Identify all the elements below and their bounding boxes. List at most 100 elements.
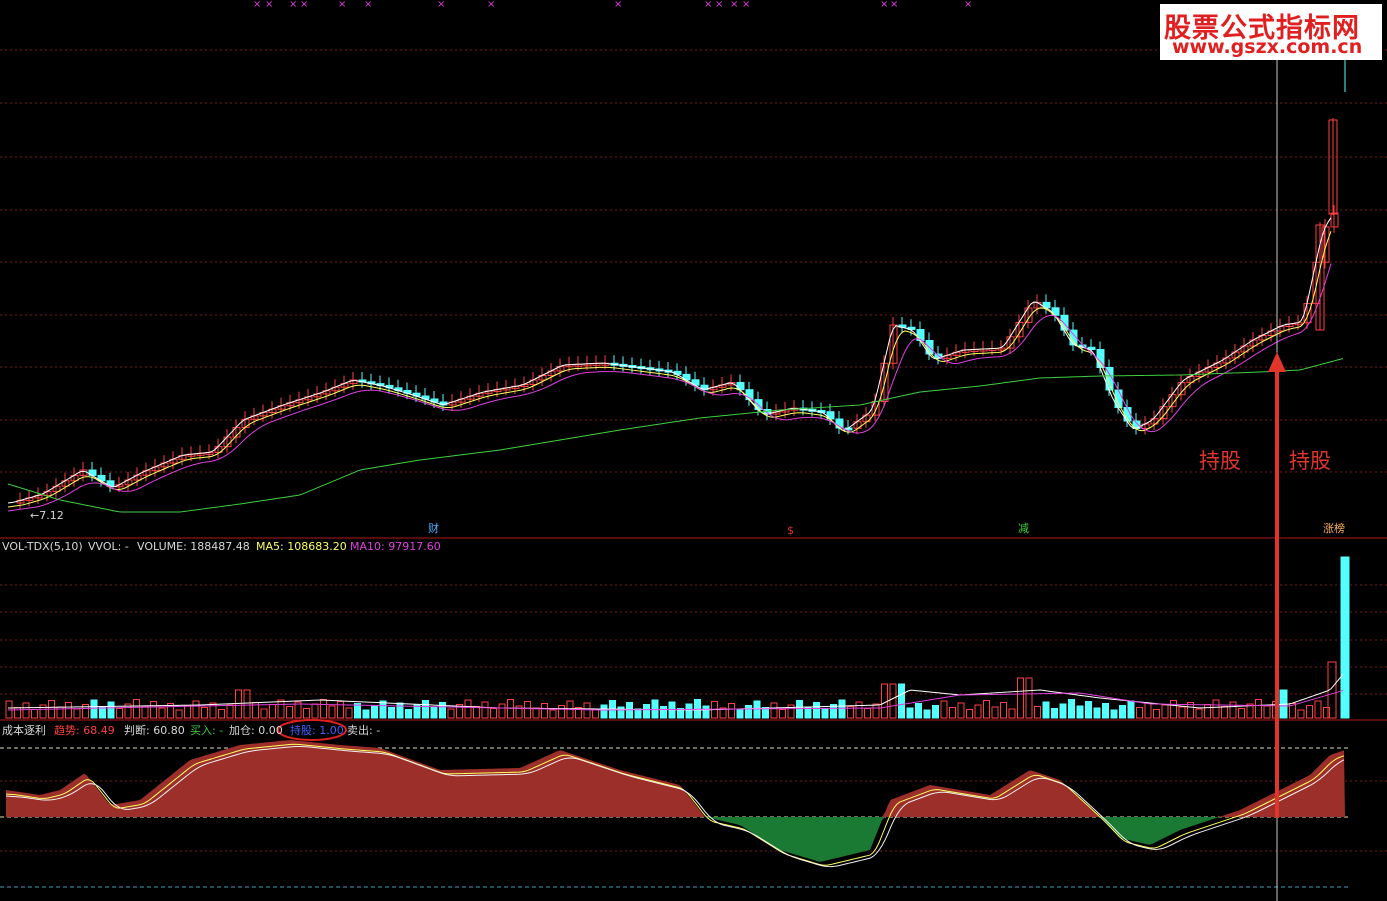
volume-bar bbox=[379, 700, 387, 719]
volume-bar bbox=[413, 704, 421, 719]
volume-bar bbox=[430, 706, 438, 719]
volume-bar bbox=[1076, 705, 1084, 719]
volume-bar bbox=[1127, 700, 1135, 719]
candle-body bbox=[1315, 224, 1325, 331]
volume-bar bbox=[260, 708, 268, 719]
volume-bar bbox=[337, 701, 344, 719]
volume-bar bbox=[974, 704, 982, 719]
event-marker-dividend[interactable]: $ bbox=[787, 524, 794, 537]
volume-bar bbox=[796, 700, 803, 719]
volume-bar bbox=[175, 709, 183, 719]
volume-bar bbox=[286, 706, 293, 719]
volume-bar bbox=[107, 701, 115, 719]
volume-bar bbox=[439, 702, 446, 719]
event-cross-marker: × bbox=[742, 0, 750, 10]
volume-bar bbox=[320, 699, 327, 719]
volume-bar bbox=[677, 708, 684, 719]
vvol-label: VVOL: - bbox=[88, 540, 129, 553]
candle-body bbox=[997, 347, 1006, 351]
volume-bar bbox=[991, 706, 999, 719]
event-marker-reduce[interactable]: 减 bbox=[1018, 522, 1029, 535]
volume-bar bbox=[719, 707, 727, 719]
volume-bar bbox=[1034, 706, 1041, 719]
event-cross-marker: × bbox=[364, 0, 372, 10]
volume-bar bbox=[464, 699, 472, 719]
buy-value: 买入: - bbox=[190, 724, 224, 737]
low-price-marker: ←7.12 bbox=[30, 509, 64, 522]
volume-bar bbox=[269, 704, 276, 719]
volume-bar bbox=[762, 707, 769, 719]
candle-body bbox=[1069, 329, 1078, 346]
event-cross-marker: × bbox=[880, 0, 888, 10]
volume-bar bbox=[1327, 661, 1337, 719]
event-cross-marker: × bbox=[730, 0, 738, 10]
volume-bar bbox=[685, 703, 693, 719]
volume-bar bbox=[1136, 707, 1143, 719]
event-marker-limit-up[interactable]: 涨榜 bbox=[1323, 522, 1345, 535]
event-cross-marker: × bbox=[300, 0, 308, 10]
volume-bar bbox=[1042, 701, 1050, 719]
event-marker-finance[interactable]: 财 bbox=[428, 522, 439, 535]
volume-bar bbox=[328, 705, 336, 719]
volume-bar bbox=[923, 709, 931, 719]
volume-bar bbox=[813, 702, 820, 719]
volume-bar bbox=[1017, 677, 1024, 719]
vol-ma10-line bbox=[7, 690, 1344, 711]
volume-bar bbox=[583, 702, 591, 719]
candle-body bbox=[736, 382, 745, 391]
volume-bar bbox=[1110, 709, 1118, 719]
volume-bar bbox=[192, 700, 200, 719]
event-cross-marker: × bbox=[614, 0, 622, 10]
hold-annotation-1: 持股 bbox=[1199, 449, 1241, 473]
volume-bar bbox=[779, 709, 786, 719]
indicator-signal-line bbox=[5, 743, 1345, 866]
volume-bar bbox=[600, 704, 608, 719]
volume-bar bbox=[940, 700, 948, 719]
site-watermark-logo: 股票公式指标网 www.gszx.com.cn bbox=[1160, 4, 1382, 60]
volume-bar bbox=[22, 702, 30, 719]
volume-bar bbox=[209, 702, 217, 719]
volume-bar bbox=[549, 709, 557, 719]
volume-bar bbox=[73, 708, 81, 719]
volume-bar bbox=[1306, 705, 1313, 719]
volume-bar bbox=[694, 699, 701, 719]
volume-bar bbox=[1144, 702, 1152, 719]
volume-bar bbox=[515, 705, 523, 719]
volume-bar bbox=[1178, 706, 1186, 719]
sell-value: 卖出: - bbox=[347, 724, 381, 737]
volume-bar bbox=[116, 708, 123, 719]
volume-bar bbox=[447, 708, 455, 719]
hold-arrow-head bbox=[1268, 352, 1286, 372]
volume-bar bbox=[184, 705, 191, 719]
volume-bar bbox=[277, 699, 285, 719]
volume-bar bbox=[1221, 706, 1228, 719]
brand-name: 股票公式指标网 bbox=[1164, 13, 1360, 44]
volume-bar bbox=[218, 709, 225, 719]
volume-bar bbox=[830, 704, 837, 719]
volume-indicator-name[interactable]: VOL-TDX(5,10) bbox=[2, 540, 83, 553]
candle-body bbox=[1330, 212, 1339, 228]
volume-bar bbox=[1059, 703, 1067, 719]
volume-bar bbox=[821, 708, 829, 719]
volume-bar bbox=[983, 700, 990, 719]
volume-bar bbox=[702, 705, 710, 719]
volume-bar bbox=[787, 704, 795, 719]
volume-value: VOLUME: 188487.48 bbox=[137, 540, 250, 553]
volume-bar bbox=[303, 708, 310, 719]
volume-bar bbox=[150, 701, 157, 719]
volume-bar bbox=[354, 703, 361, 719]
candle-body bbox=[1328, 119, 1338, 215]
volume-bar bbox=[592, 709, 599, 719]
volume-bar bbox=[201, 707, 208, 719]
indicator-name[interactable]: 成本逐利 bbox=[2, 724, 46, 737]
event-cross-marker: × bbox=[890, 0, 898, 10]
volume-bar bbox=[396, 702, 404, 719]
volume-bar bbox=[167, 703, 174, 719]
volume-bar bbox=[226, 704, 234, 719]
volume-bar bbox=[490, 708, 497, 719]
volume-bar bbox=[362, 709, 370, 719]
volume-bar bbox=[847, 706, 854, 719]
hold-annotation-2: 持股 bbox=[1289, 449, 1331, 473]
